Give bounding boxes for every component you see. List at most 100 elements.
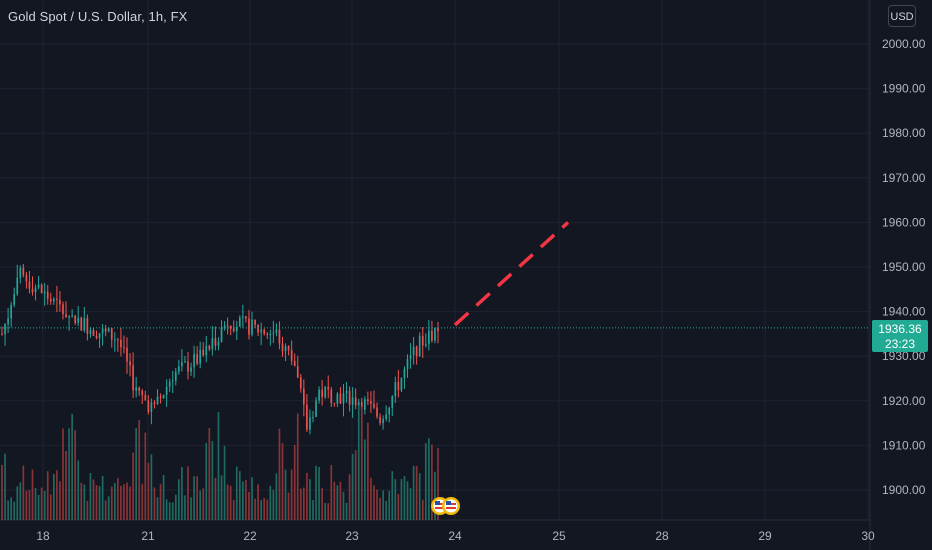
time-axis-label: 24 <box>448 529 462 543</box>
volume-bar <box>49 494 52 520</box>
price-axis-label: 1950.00 <box>882 260 926 274</box>
candle-body <box>196 354 198 364</box>
volume-bar <box>95 485 98 520</box>
candle-body <box>321 389 323 398</box>
candle-body <box>40 284 43 293</box>
candle-body <box>318 389 320 401</box>
currency-button[interactable]: USD <box>888 5 916 27</box>
candle-body <box>138 387 141 391</box>
volume-bar <box>232 500 235 520</box>
volume-bar <box>248 491 250 520</box>
candle-body <box>367 399 369 402</box>
volume-bar <box>19 482 22 520</box>
candle-body <box>28 281 31 289</box>
candle-body <box>1 333 3 335</box>
volume-bar <box>31 469 34 520</box>
candle-body <box>391 396 394 408</box>
volume-bar <box>394 479 397 520</box>
volume-bar <box>226 484 229 520</box>
candle-body <box>10 304 12 319</box>
volume-bar <box>278 428 281 520</box>
candle-body <box>412 346 415 356</box>
volume-bar <box>86 501 89 520</box>
candle-body <box>7 318 9 325</box>
volume-bar <box>190 497 192 520</box>
candle-body <box>290 350 293 361</box>
volume-bar <box>354 450 357 520</box>
volume-bar <box>269 485 272 520</box>
candle-body <box>260 329 262 333</box>
volume-bar <box>56 470 58 520</box>
candle-body <box>199 349 202 364</box>
volume-bar <box>126 482 128 520</box>
candle-body <box>74 315 77 323</box>
time-axis-label: 25 <box>552 529 566 543</box>
candle-body <box>248 318 250 335</box>
volume-bar <box>80 482 83 520</box>
volume-bar <box>156 497 159 520</box>
volume-bar <box>229 485 232 520</box>
candle-body <box>342 393 345 404</box>
volume-bar <box>89 473 92 520</box>
candle-body <box>68 316 70 318</box>
volume-bar <box>132 452 134 520</box>
volume-bar <box>40 487 43 520</box>
volume-bar <box>342 491 345 520</box>
candle-body <box>168 381 171 387</box>
volume-bar <box>147 462 150 520</box>
volume-bar <box>431 444 433 520</box>
flag-canton <box>446 501 451 505</box>
candle-body <box>232 328 235 332</box>
candle-body <box>150 402 153 413</box>
candle-body <box>382 418 384 424</box>
chart-title[interactable]: Gold Spot / U.S. Dollar, 1h, FX <box>8 9 188 24</box>
volume-bar <box>315 465 317 520</box>
candle-body <box>299 377 302 389</box>
candle-body <box>354 397 357 406</box>
candle-body <box>370 401 372 404</box>
volume-bar <box>83 484 86 520</box>
volume-bar <box>385 500 388 520</box>
candle-body <box>284 346 287 352</box>
volume-bar <box>168 502 171 520</box>
volume-bar <box>92 479 95 520</box>
volume-bar <box>223 445 226 520</box>
volume-bar <box>263 497 266 520</box>
candle-body <box>86 318 89 334</box>
volume-bar <box>293 444 296 520</box>
volume-bar <box>382 490 384 520</box>
candle-body <box>406 359 409 370</box>
candle-body <box>4 324 6 335</box>
candle-body <box>245 316 247 319</box>
volume-bar <box>101 475 104 520</box>
volume-bar <box>397 493 400 520</box>
volume-bar <box>235 466 238 520</box>
candle-body <box>303 388 305 405</box>
candle-body <box>184 361 186 363</box>
last-price-value: 1936.36 <box>878 321 922 336</box>
candle-body <box>223 325 226 328</box>
volume-bar <box>113 483 116 520</box>
candle-body <box>141 390 144 395</box>
candle-body <box>59 299 61 305</box>
candle-body <box>120 339 122 348</box>
volume-bar <box>120 485 122 520</box>
price-axis-label: 1990.00 <box>882 82 926 96</box>
candle-body <box>46 291 49 299</box>
candle-body <box>208 345 211 350</box>
candle-body <box>174 371 177 381</box>
price-axis-label: 1910.00 <box>882 438 926 452</box>
price-axis-label: 1940.00 <box>882 305 926 319</box>
candle-body <box>65 314 67 318</box>
candle-body <box>437 327 439 332</box>
volume-bar <box>187 466 189 520</box>
volume-bar <box>363 439 366 520</box>
price-axis-label: 1960.00 <box>882 215 926 229</box>
volume-bar <box>403 476 406 520</box>
volume-bar <box>367 422 369 520</box>
volume-bar <box>165 499 168 520</box>
projection-line <box>453 221 570 327</box>
volume-bar <box>104 500 107 520</box>
